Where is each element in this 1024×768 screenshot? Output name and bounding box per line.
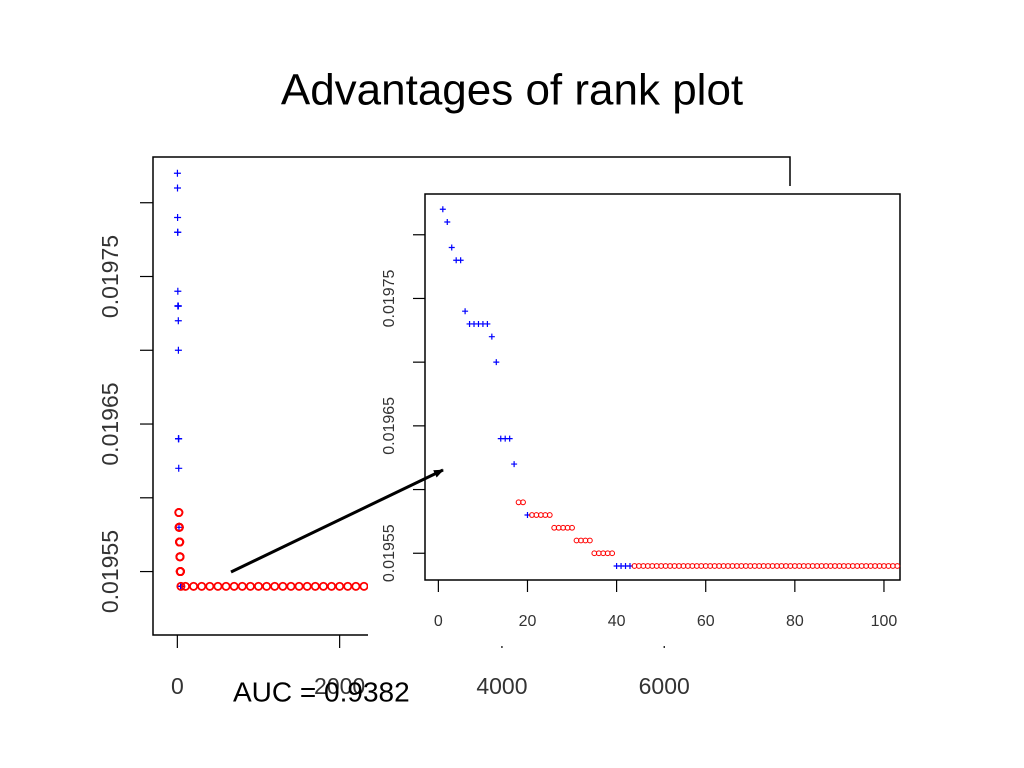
plus-point bbox=[484, 320, 491, 327]
plus-point bbox=[448, 244, 455, 251]
circle-point bbox=[189, 581, 199, 591]
circle-point bbox=[213, 581, 223, 591]
x-tick-label: 60 bbox=[697, 613, 715, 630]
plus-point bbox=[462, 308, 469, 315]
plus-point bbox=[173, 169, 181, 177]
circle-point bbox=[176, 581, 186, 591]
circle-point bbox=[586, 537, 593, 544]
circle-point bbox=[327, 581, 337, 591]
circle-point bbox=[520, 499, 526, 506]
circle-point bbox=[310, 581, 320, 591]
circle-point bbox=[221, 581, 231, 591]
plus-point bbox=[457, 257, 464, 264]
y-tick-label: 0.01965 bbox=[97, 382, 123, 465]
x-tick-label: 2000 bbox=[314, 673, 365, 699]
circle-point bbox=[176, 567, 186, 577]
circle-point bbox=[359, 581, 369, 591]
y-tick-label: 0.01955 bbox=[381, 524, 398, 582]
plus-point bbox=[439, 206, 446, 213]
circle-point bbox=[302, 581, 312, 591]
circle-point bbox=[175, 537, 185, 547]
circle-point bbox=[343, 581, 353, 591]
plus-point bbox=[174, 213, 182, 221]
circle-point bbox=[174, 522, 184, 532]
plus-point bbox=[493, 359, 500, 366]
x-tick-label: 0 bbox=[434, 613, 443, 630]
circle-point bbox=[175, 552, 185, 562]
inset-background bbox=[368, 186, 908, 646]
y-tick-label: 0.01975 bbox=[381, 269, 398, 327]
y-tick-label: 0.01955 bbox=[97, 530, 123, 613]
circle-point bbox=[351, 581, 361, 591]
slide-title: Advantages of rank plot bbox=[281, 66, 743, 115]
plus-point bbox=[174, 346, 182, 354]
x-tick-label: 80 bbox=[786, 613, 804, 630]
circle-point bbox=[237, 581, 247, 591]
plus-point bbox=[175, 435, 183, 443]
circle-point bbox=[546, 512, 553, 518]
y-tick-label: 0.01975 bbox=[97, 235, 123, 318]
plus-point bbox=[174, 302, 182, 310]
auc-annotation: AUC = 0.9382 bbox=[233, 676, 410, 707]
circle-point bbox=[205, 581, 215, 591]
circle-point bbox=[262, 581, 272, 591]
plus-point bbox=[175, 464, 183, 472]
circle-point bbox=[609, 550, 616, 557]
circle-point bbox=[197, 581, 207, 591]
plus-point bbox=[177, 582, 185, 590]
plus-point bbox=[174, 317, 182, 325]
zoom-arrow bbox=[230, 468, 444, 574]
circle-point bbox=[318, 581, 328, 591]
x-tick-label: 4000 bbox=[476, 673, 527, 699]
plus-point bbox=[444, 219, 451, 226]
circle-point bbox=[245, 581, 255, 591]
circle-point bbox=[253, 581, 263, 591]
circle-point bbox=[286, 581, 296, 591]
circle-point bbox=[894, 563, 901, 569]
circle-point bbox=[569, 524, 575, 531]
circle-point bbox=[335, 581, 345, 591]
plus-point bbox=[174, 184, 182, 192]
plus-point bbox=[488, 333, 495, 340]
plus-point bbox=[174, 228, 182, 236]
circle-point bbox=[278, 581, 288, 591]
plus-point bbox=[506, 435, 513, 442]
y-tick-label: 0.01965 bbox=[381, 397, 398, 455]
x-tick-label: 40 bbox=[608, 613, 626, 630]
plus-point bbox=[174, 287, 182, 295]
x-tick-label: 100 bbox=[871, 613, 898, 630]
zoom-plot: 0.01955 0.01965 0.01975 0 20 40 60 80 100 bbox=[368, 186, 908, 646]
circle-point bbox=[180, 581, 190, 591]
circle-point bbox=[229, 581, 239, 591]
x-tick-label: 0 bbox=[171, 673, 184, 699]
circle-point bbox=[174, 508, 184, 518]
x-tick-label: 6000 bbox=[639, 673, 690, 699]
plus-point bbox=[511, 461, 518, 468]
circle-point bbox=[294, 581, 304, 591]
circle-point bbox=[270, 581, 280, 591]
x-tick-label: 20 bbox=[519, 613, 537, 630]
